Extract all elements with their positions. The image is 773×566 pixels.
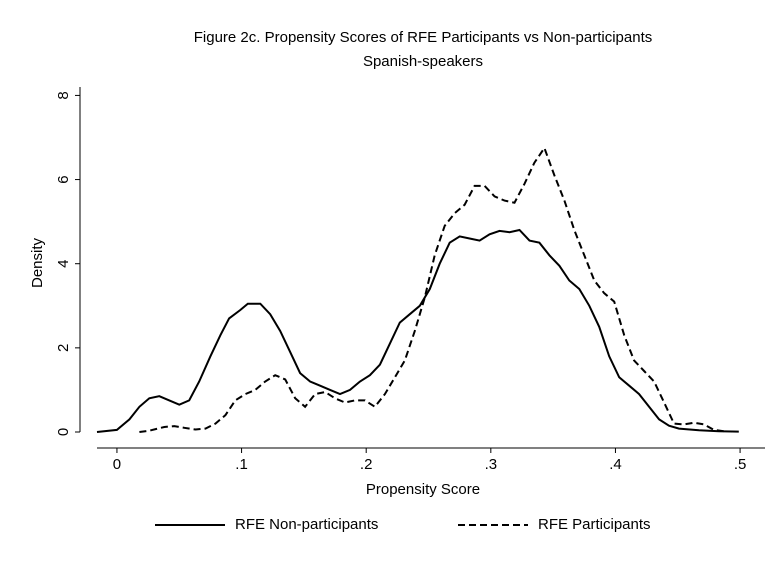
x-tick-label: .1 bbox=[235, 456, 248, 473]
density-line bbox=[96, 228, 739, 433]
y-tick-label: 8 bbox=[55, 91, 72, 99]
chart-title: Figure 2c. Propensity Scores of RFE Part… bbox=[194, 29, 653, 46]
x-axis-label: Propensity Score bbox=[366, 481, 480, 498]
x-tick-label: .3 bbox=[485, 456, 498, 473]
chart-subtitle: Spanish-speakers bbox=[363, 53, 483, 70]
legend-label: RFE Participants bbox=[538, 516, 651, 533]
y-tick-label: 6 bbox=[55, 175, 72, 183]
y-axis-label: Density bbox=[29, 237, 46, 288]
y-tick-label: 2 bbox=[55, 344, 72, 352]
x-tick-label: .5 bbox=[734, 456, 747, 473]
density-line bbox=[139, 145, 725, 433]
legend-label: RFE Non-participants bbox=[235, 516, 378, 533]
x-tick-label: 0 bbox=[113, 456, 121, 473]
y-tick-label: 0 bbox=[55, 428, 72, 436]
x-tick-label: .2 bbox=[360, 456, 373, 473]
y-tick-label: 4 bbox=[55, 260, 72, 268]
x-tick-label: .4 bbox=[609, 456, 622, 473]
